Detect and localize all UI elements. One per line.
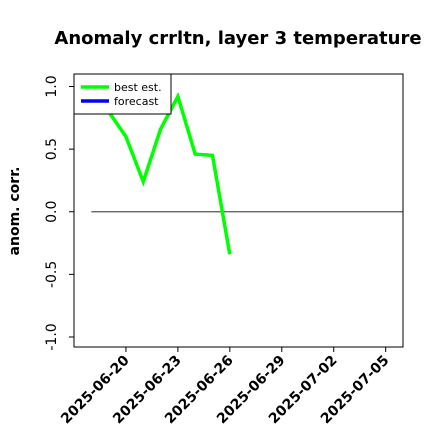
plot-frame (73, 73, 404, 348)
y-tick-label: -0.5 (44, 261, 60, 288)
y-tick-label: 1.0 (44, 75, 60, 97)
y-tick-label: -1.0 (44, 323, 60, 350)
chart-title: Anomaly crrltn, layer 3 temperature (54, 28, 421, 49)
y-axis: 1.0 0.5 0.0 -0.5 -1.0 (44, 75, 74, 351)
y-tick-label: 0.0 (44, 201, 60, 223)
legend: best est.forecast (73, 73, 172, 115)
plot-area (90, 91, 403, 255)
legend-label: best est. (114, 81, 162, 94)
y-tick-label: 0.5 (44, 138, 60, 160)
legend-label: forecast (114, 95, 159, 108)
x-axis: 2025-06-202025-06-232025-06-262025-06-29… (58, 347, 393, 427)
y-axis-label: anom. corr. (7, 167, 23, 256)
series-line-0 (90, 91, 232, 255)
legend-box (73, 73, 172, 115)
